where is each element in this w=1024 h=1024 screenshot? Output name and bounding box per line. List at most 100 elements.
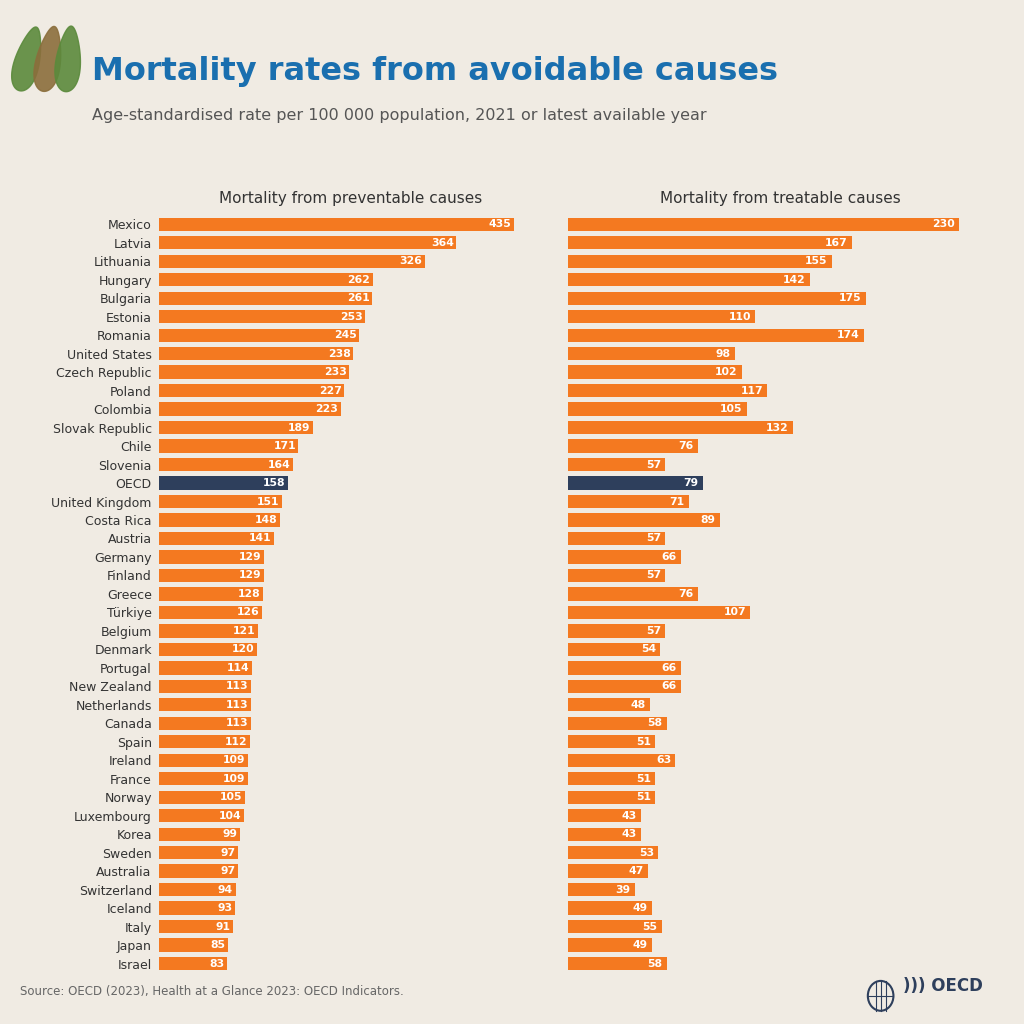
Text: 238: 238: [328, 348, 350, 358]
Text: 262: 262: [347, 274, 371, 285]
Text: Mortality from treatable causes: Mortality from treatable causes: [660, 190, 901, 206]
Text: 110: 110: [728, 311, 751, 322]
Text: 66: 66: [662, 663, 676, 673]
Text: Age-standardised rate per 100 000 population, 2021 or latest available year: Age-standardised rate per 100 000 popula…: [92, 108, 707, 123]
Bar: [568, 476, 702, 489]
Bar: [159, 218, 514, 231]
Bar: [159, 956, 226, 970]
Text: Mortality from preventable causes: Mortality from preventable causes: [219, 190, 482, 206]
Bar: [159, 513, 280, 526]
Text: Mortality rates from avoidable causes: Mortality rates from avoidable causes: [92, 56, 778, 87]
Bar: [159, 809, 244, 822]
Text: 63: 63: [656, 756, 671, 765]
Text: 113: 113: [226, 681, 249, 691]
Bar: [568, 568, 666, 582]
Bar: [159, 458, 293, 471]
Text: 107: 107: [723, 607, 745, 617]
Bar: [568, 754, 676, 767]
Bar: [159, 772, 248, 785]
Text: 102: 102: [715, 368, 737, 377]
Bar: [159, 735, 250, 749]
Bar: [568, 218, 959, 231]
Text: 174: 174: [837, 330, 860, 340]
Text: ))) OECD: ))) OECD: [903, 977, 983, 995]
Bar: [159, 237, 456, 250]
Bar: [159, 625, 258, 638]
Bar: [568, 606, 751, 620]
Text: 167: 167: [825, 238, 848, 248]
Polygon shape: [34, 27, 60, 91]
Text: 141: 141: [249, 534, 271, 544]
Bar: [159, 680, 251, 693]
Bar: [568, 458, 666, 471]
Bar: [568, 550, 681, 563]
Text: 155: 155: [805, 256, 827, 266]
Text: 233: 233: [324, 368, 347, 377]
Bar: [568, 717, 667, 730]
Bar: [568, 310, 756, 324]
Text: 49: 49: [632, 940, 647, 950]
Text: 97: 97: [220, 848, 236, 858]
Bar: [159, 754, 248, 767]
Text: 223: 223: [315, 404, 339, 414]
Bar: [159, 901, 234, 914]
Text: 53: 53: [639, 848, 654, 858]
Bar: [568, 292, 866, 305]
Bar: [568, 273, 810, 287]
Text: 364: 364: [431, 238, 454, 248]
Bar: [159, 864, 238, 878]
Bar: [568, 402, 746, 416]
Text: 43: 43: [622, 811, 637, 820]
Text: 66: 66: [662, 552, 676, 562]
Text: 230: 230: [932, 219, 955, 229]
Text: 126: 126: [237, 607, 259, 617]
Bar: [568, 956, 667, 970]
Text: 148: 148: [255, 515, 278, 525]
Text: 97: 97: [220, 866, 236, 877]
Bar: [568, 588, 697, 600]
Text: 57: 57: [646, 626, 660, 636]
Bar: [568, 827, 641, 841]
Bar: [568, 680, 681, 693]
Text: Source: OECD (2023), Health at a Glance 2023: OECD Indicators.: Source: OECD (2023), Health at a Glance …: [20, 985, 404, 998]
Bar: [159, 347, 353, 360]
Text: 114: 114: [226, 663, 250, 673]
Text: 227: 227: [318, 386, 342, 395]
Text: 120: 120: [231, 644, 254, 654]
Text: 113: 113: [226, 699, 249, 710]
Bar: [159, 292, 372, 305]
Text: 51: 51: [636, 774, 651, 783]
Text: 89: 89: [700, 515, 716, 525]
Text: 93: 93: [217, 903, 232, 913]
Bar: [159, 384, 344, 397]
Bar: [159, 938, 228, 951]
Bar: [568, 846, 658, 859]
Text: 49: 49: [632, 903, 647, 913]
Bar: [159, 920, 233, 933]
Text: 39: 39: [615, 885, 631, 895]
Text: 91: 91: [216, 922, 230, 932]
Text: 105: 105: [219, 793, 242, 802]
Text: 76: 76: [678, 441, 693, 451]
Bar: [568, 643, 660, 656]
Text: 171: 171: [273, 441, 296, 451]
Bar: [568, 662, 681, 675]
Text: 51: 51: [636, 793, 651, 802]
Text: 261: 261: [347, 293, 370, 303]
Text: 121: 121: [232, 626, 255, 636]
Bar: [568, 495, 689, 508]
Text: 71: 71: [670, 497, 685, 507]
Bar: [159, 791, 245, 804]
Bar: [159, 255, 425, 268]
Text: 76: 76: [678, 589, 693, 599]
Text: 57: 57: [646, 570, 660, 581]
Text: 132: 132: [766, 423, 788, 432]
Bar: [568, 347, 735, 360]
Bar: [159, 531, 274, 545]
Bar: [568, 920, 662, 933]
Text: 57: 57: [646, 534, 660, 544]
Bar: [159, 421, 313, 434]
Bar: [568, 938, 651, 951]
Bar: [159, 643, 257, 656]
Bar: [568, 625, 666, 638]
